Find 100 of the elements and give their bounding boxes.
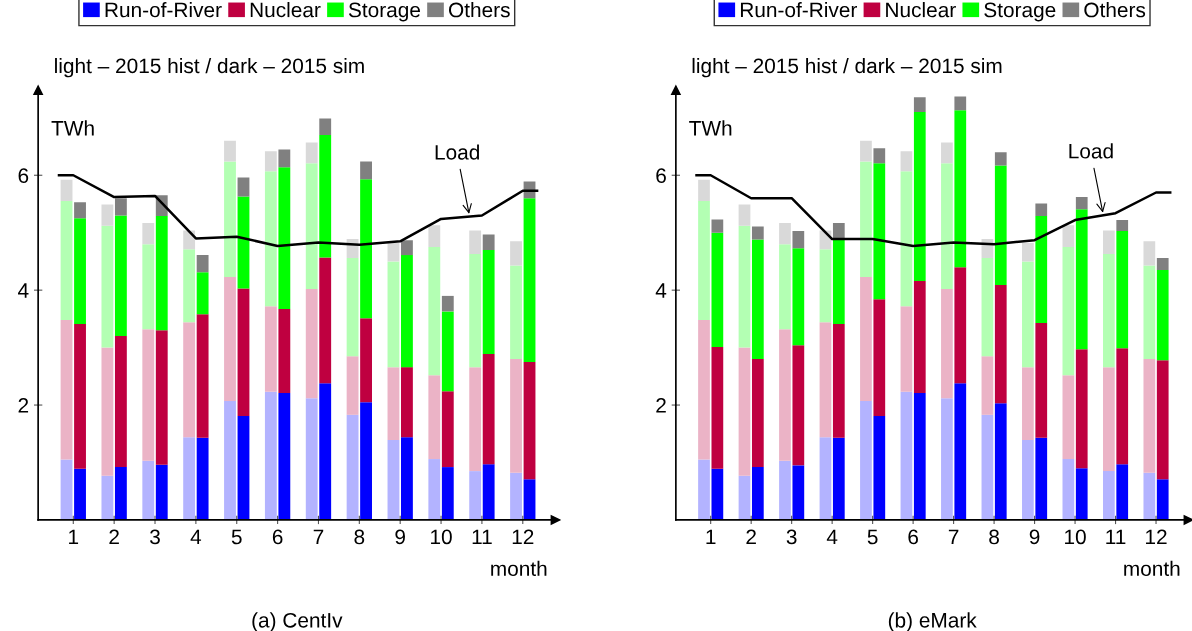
bar [441,295,454,312]
bar [913,280,926,393]
bar [1022,261,1034,368]
bar [832,222,845,239]
bar [114,215,127,337]
legend-label: Storage [348,2,420,22]
bar [792,248,805,346]
x-tick-label: 4 [190,529,202,545]
bar [101,204,114,226]
bar [360,161,372,180]
bar [779,222,791,245]
bar [738,204,751,226]
bar [1075,349,1088,469]
bar [1035,322,1048,438]
bar [196,272,209,315]
bar [792,230,805,249]
bar [114,198,127,216]
bar [738,347,751,476]
bar [183,437,196,520]
x-tick-label: 11 [472,529,492,545]
bar [954,267,967,384]
bar [698,179,710,202]
x-axis-title: month [491,560,547,577]
bar [387,261,400,368]
bar [1062,225,1075,248]
bar [1116,230,1129,349]
bar [360,318,372,403]
bar [319,135,332,258]
bar [994,403,1007,520]
bar [237,288,250,416]
bar [873,163,886,300]
bar [1116,464,1129,520]
y-tick-label: 4 [18,283,29,298]
bar [428,375,441,460]
bar [224,140,236,162]
x-axis-title: month [1124,560,1180,577]
x-tick-label: 1 [69,529,79,545]
x-tick-label: 4 [826,529,838,545]
y-axis-title: TWh [51,120,94,136]
y-tick-label: 2 [656,398,666,413]
bar [819,249,832,323]
bar [832,238,845,325]
bar [114,467,127,520]
bar [751,226,764,240]
bar [319,383,332,520]
bar [60,320,73,460]
bar [1143,472,1156,520]
bar [101,347,114,476]
bar [832,437,845,520]
chart-subtitle: light – 2015 hist / dark – 2015 sim [55,57,364,78]
bar [913,112,926,281]
bar [510,472,522,520]
bar [1022,367,1034,441]
bar [142,222,155,245]
x-tick-label: 2 [746,529,756,545]
bar [1103,367,1115,472]
x-tick-label: 12 [512,529,534,545]
bar [142,244,155,330]
x-tick-label: 10 [1065,529,1086,545]
bar [482,464,495,520]
bar [698,320,710,460]
bar [900,306,913,392]
bar [183,322,196,438]
bar [1035,203,1048,217]
y-axis-title: TWh [689,120,732,136]
bar [1143,265,1156,360]
y-tick-label: 2 [18,398,29,413]
bar [441,467,454,520]
bar [60,459,73,520]
bar [698,201,710,321]
bar [101,225,114,348]
bar [981,414,994,520]
bar [264,151,277,172]
bar [1035,216,1048,323]
bar [941,142,953,164]
x-tick-label: 8 [354,529,365,545]
bar [1116,348,1129,465]
x-tick-label: 5 [231,529,242,545]
bar [278,392,291,520]
bar [523,479,536,520]
bar [994,284,1007,404]
bar [142,460,155,520]
x-tick-label: 2 [109,529,119,545]
bar [832,324,845,438]
x-tick-label: 12 [1146,529,1167,545]
bar [441,311,454,392]
bar [913,392,926,520]
bar [738,475,751,520]
bar [860,401,872,520]
bar [469,253,482,368]
bar [819,437,832,520]
bar [779,460,791,520]
bar [994,152,1007,166]
bar [428,459,441,520]
bar [74,218,86,325]
y-tick-label: 4 [655,283,667,298]
bar [1156,257,1169,271]
x-tick-label: 7 [313,529,324,545]
bar [1075,197,1088,210]
line-series [695,174,1172,248]
